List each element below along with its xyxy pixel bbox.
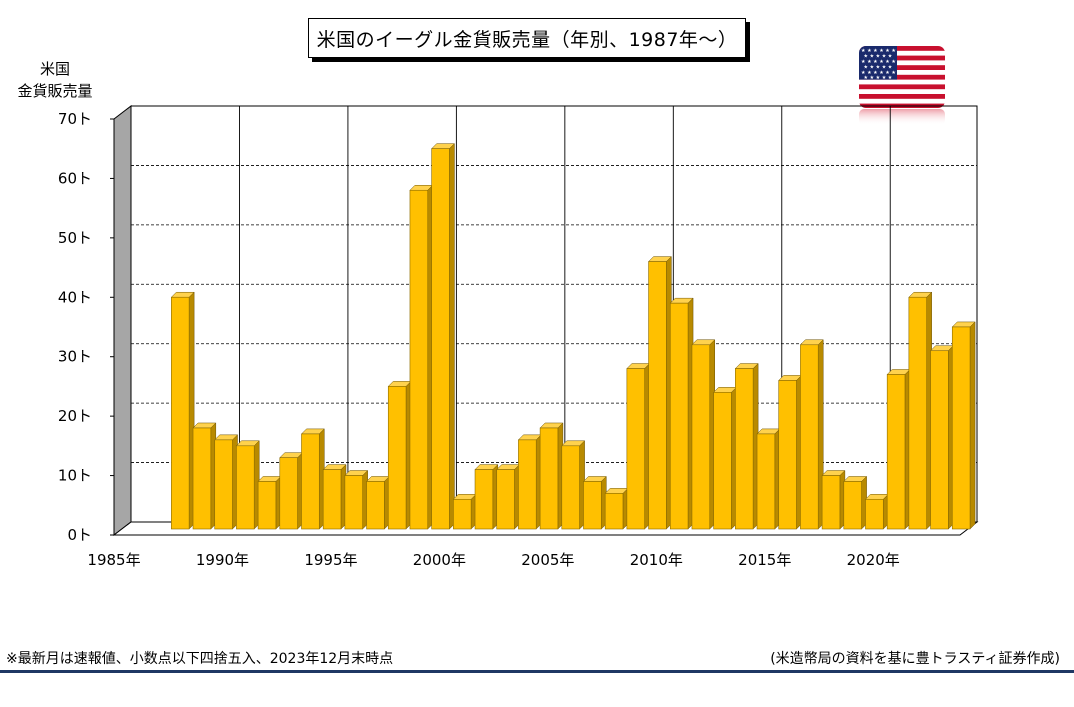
y-tick-label: 0ト xyxy=(67,526,92,544)
bar xyxy=(604,493,624,530)
bar xyxy=(453,498,472,530)
bar xyxy=(821,475,841,530)
bar xyxy=(648,261,667,530)
x-tick-label: 2005年 xyxy=(521,551,574,569)
bar xyxy=(366,481,385,530)
footer-source: (米造幣局の資料を基に豊トラスティ証券作成) xyxy=(770,651,1060,667)
bar xyxy=(756,433,776,530)
left-wall xyxy=(113,104,132,537)
y-tick-label: 60ト xyxy=(58,169,92,187)
svg-text:★ ★ ★ ★ ★ ★: ★ ★ ★ ★ ★ ★ xyxy=(861,70,896,76)
y-tick-label: 10ト xyxy=(58,467,92,485)
y-tick-label: 20ト xyxy=(58,407,92,425)
bar xyxy=(886,374,906,530)
bar xyxy=(800,344,819,530)
bar xyxy=(626,368,645,530)
y-axis-label-line-1: 米国 xyxy=(39,60,70,78)
bar xyxy=(171,296,190,530)
svg-text:★ ★ ★ ★ ★: ★ ★ ★ ★ ★ xyxy=(864,75,893,81)
bar xyxy=(279,457,298,530)
bar xyxy=(539,427,559,530)
svg-text:★ ★ ★ ★ ★ ★: ★ ★ ★ ★ ★ ★ xyxy=(861,59,896,65)
bar xyxy=(908,296,927,530)
footer-rule xyxy=(0,670,1074,673)
bar xyxy=(192,427,212,530)
svg-text:★ ★ ★ ★ ★: ★ ★ ★ ★ ★ xyxy=(864,65,893,71)
x-tick-label: 2015年 xyxy=(738,551,791,569)
bar xyxy=(583,481,602,530)
bar xyxy=(518,439,537,530)
x-tick-label: 1990年 xyxy=(196,551,249,569)
bar xyxy=(865,498,884,530)
y-tick-label: 70ト xyxy=(58,110,92,128)
bar xyxy=(431,148,450,530)
bar xyxy=(474,469,494,530)
y-axis-label-line-2: 金貨販売量 xyxy=(17,82,93,100)
y-tick-label: 30ト xyxy=(58,348,92,366)
bar xyxy=(713,392,732,530)
bar xyxy=(669,302,689,530)
y-axis-label: 米国 金貨販売量 xyxy=(14,58,96,102)
bar xyxy=(930,350,949,530)
bar-side xyxy=(449,143,455,530)
bar-side xyxy=(969,321,976,530)
bar xyxy=(409,189,429,530)
x-tick-label: 2000年 xyxy=(413,551,466,569)
footer-note: ※最新月は速報値、小数点以下四捨五入、2023年12月末時点 xyxy=(6,651,394,667)
svg-text:★ ★ ★ ★ ★: ★ ★ ★ ★ ★ xyxy=(864,54,893,60)
chart-title: 米国のイーグル金貨販売量（年別、1987年～） xyxy=(308,18,746,58)
bar xyxy=(691,344,711,530)
x-tick-label: 2010年 xyxy=(630,551,683,569)
bar xyxy=(843,481,862,530)
gold-coin-sales-chart: 0ト 10ト 20ト 30ト 40ト 50ト 60ト 70ト 1985年 1990年 1995年 20… xyxy=(58,104,979,569)
bar xyxy=(301,433,320,530)
bar xyxy=(257,481,277,530)
bar xyxy=(496,469,515,530)
bar xyxy=(951,326,971,530)
bar xyxy=(322,469,342,530)
x-tick-label: 1985年 xyxy=(87,551,140,569)
bar xyxy=(344,475,363,530)
y-tick-label: 50ト xyxy=(58,229,92,247)
x-tick-label: 2020年 xyxy=(847,551,900,569)
x-tick-label: 1995年 xyxy=(304,551,357,569)
bar xyxy=(778,380,797,530)
bar xyxy=(236,445,255,530)
bar xyxy=(214,439,233,530)
us-flag-icon: ★ ★ ★ ★ ★ ★ ★ ★ ★ ★ ★ ★ ★ ★ ★ ★ ★ ★ ★ ★ … xyxy=(859,46,945,125)
bar xyxy=(561,445,580,530)
svg-text:★ ★ ★ ★ ★ ★: ★ ★ ★ ★ ★ ★ xyxy=(861,48,896,54)
bar xyxy=(735,368,754,530)
y-tick-label: 40ト xyxy=(58,288,92,306)
bar xyxy=(387,386,407,530)
